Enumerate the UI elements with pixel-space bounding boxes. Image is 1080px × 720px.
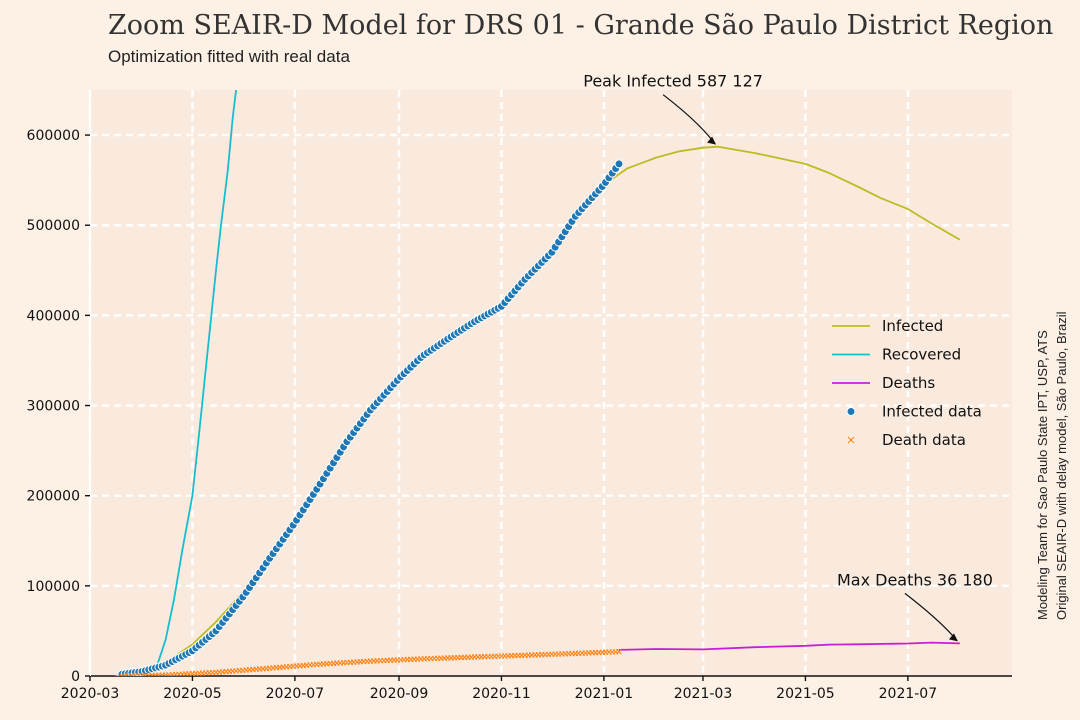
- y-tick-label: 100000: [27, 579, 80, 595]
- x-tick-label: 2021-07: [879, 686, 938, 702]
- legend-label: Infected: [882, 317, 943, 335]
- legend-swatch: [846, 407, 856, 416]
- y-tick-label: 200000: [27, 489, 80, 505]
- legend-label: Death data: [882, 431, 966, 449]
- series-layer: [115, 90, 961, 676]
- x-axis-ticks: 2020-03 2020-05 2020-07 2020-09 2020-11 2021-…: [61, 676, 937, 702]
- point-death-data: [616, 648, 622, 655]
- chart-title: Zoom SEAIR-D Model for DRS 01 - Grande S…: [108, 10, 1053, 41]
- series-line-recovered: [115, 90, 237, 676]
- series-line-deaths: [618, 641, 960, 651]
- annotation-label: Peak Infected 587 127: [583, 72, 763, 91]
- legend-label: Infected data: [882, 403, 982, 421]
- chart-subtitle: Optimization fitted with real data: [108, 47, 350, 66]
- annotation-arrowhead: [707, 136, 717, 145]
- y-axis-ticks: 0 100000 200000 300000 400000 500000 600000: [27, 128, 90, 685]
- x-tick-label: 2021-05: [776, 686, 835, 702]
- annotations: Peak Infected 587 127 Max Deaths 36 180: [583, 72, 993, 642]
- annotation-arrowhead: [948, 633, 958, 642]
- y-tick-label: 600000: [27, 128, 80, 144]
- y-tick-label: 500000: [27, 218, 80, 234]
- legend-swatch: [847, 436, 855, 444]
- x-tick-label: 2020-05: [163, 686, 222, 702]
- x-tick-label: 2021-03: [674, 686, 733, 702]
- x-tick-label: 2021-01: [575, 686, 634, 702]
- legend-label: Recovered: [882, 346, 961, 364]
- x-tick-label: 2020-09: [370, 686, 429, 702]
- x-tick-label: 2020-03: [61, 686, 120, 702]
- y-tick-label: 400000: [27, 308, 80, 324]
- point-infected-data: [614, 159, 624, 169]
- y-tick-label: 0: [71, 669, 80, 685]
- x-tick-label: 2020-07: [266, 686, 325, 702]
- annotation-label: Max Deaths 36 180: [837, 570, 993, 589]
- legend: Infected Recovered Deaths Infected data Deat…: [832, 317, 982, 449]
- y-tick-label: 300000: [27, 399, 80, 415]
- side-note-line2: Original SEAIR-D with delay model, São P…: [1054, 311, 1069, 620]
- x-tick-label: 2020-11: [472, 686, 531, 702]
- side-note-line1: Modeling Team for Sao Paulo State IPT, U…: [1035, 330, 1050, 620]
- legend-label: Deaths: [882, 374, 935, 392]
